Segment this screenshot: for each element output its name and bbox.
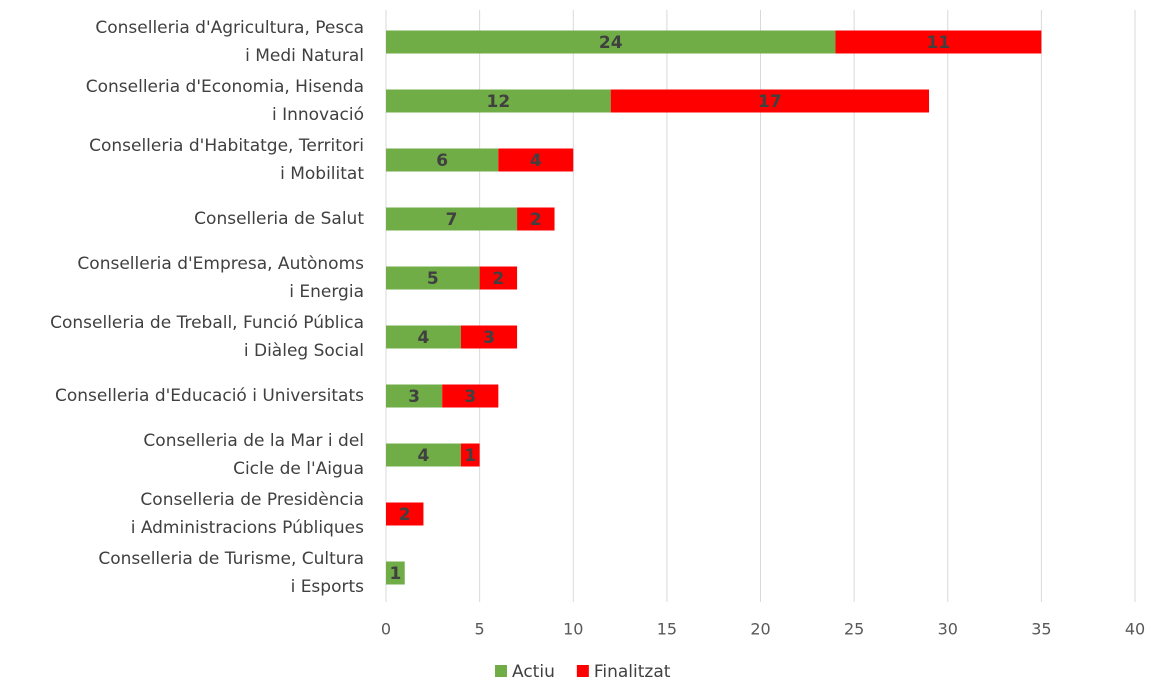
bar-segment: [610, 89, 930, 113]
bar-segment: [386, 561, 405, 585]
data-label: 2: [399, 505, 411, 525]
legend-label: Actiu: [512, 662, 555, 681]
bar-segment: [386, 502, 424, 526]
data-label: 2: [530, 210, 542, 230]
data-label: 4: [418, 446, 430, 466]
bar-segment: [498, 148, 574, 172]
legend-label: Finalitzat: [594, 662, 671, 681]
bar-segment: [835, 30, 1042, 54]
bar-segment: [460, 443, 480, 467]
data-label: 11: [927, 33, 951, 53]
category-label: Conselleria de Salut: [194, 209, 364, 229]
data-label: 24: [599, 33, 623, 53]
data-label: 6: [436, 151, 448, 171]
bar-segment: [479, 266, 518, 290]
x-tick-label: 5: [475, 620, 485, 639]
category-label: Conselleria d'Economia, Hisenda i Innova…: [85, 77, 364, 125]
data-label: 4: [418, 328, 430, 348]
data-label: 3: [464, 387, 476, 407]
data-label: 12: [487, 92, 511, 112]
legend-swatch: [495, 665, 507, 677]
category-label: Conselleria de Turisme, Cultura i Esport…: [98, 549, 364, 597]
x-tick-label: 25: [844, 620, 864, 639]
data-label: 7: [446, 210, 458, 230]
category-label: Conselleria de la Mar i del Cicle de l'A…: [143, 431, 364, 479]
data-label: 2: [492, 269, 504, 289]
data-label: 17: [758, 92, 782, 112]
category-label: Conselleria d'Empresa, Autònoms i Energi…: [77, 254, 364, 302]
data-label: 5: [427, 269, 439, 289]
bar-segment: [386, 266, 480, 290]
bar-segment: [442, 384, 499, 408]
bar-segment: [386, 148, 499, 172]
x-tick-label: 15: [657, 620, 677, 639]
bar-segment: [460, 325, 518, 349]
x-tick-label: 0: [381, 620, 391, 639]
category-label: Conselleria de Presidència i Administrac…: [130, 490, 364, 538]
data-label: 3: [483, 328, 495, 348]
x-tick-label: 10: [563, 620, 583, 639]
data-label: 4: [530, 151, 542, 171]
bar-segment: [386, 443, 461, 467]
category-label: Conselleria d'Habitatge, Territori i Mob…: [89, 136, 364, 184]
bar-segment: [386, 384, 443, 408]
bar-segment: [386, 89, 611, 113]
x-tick-label: 20: [750, 620, 770, 639]
bar-segment: [386, 207, 518, 231]
data-label: 1: [389, 564, 401, 584]
data-label: 1: [464, 446, 476, 466]
legend-swatch: [576, 665, 589, 677]
x-tick-label: 30: [938, 620, 958, 639]
category-label: Conselleria d'Educació i Universitats: [55, 386, 364, 406]
x-tick-label: 35: [1031, 620, 1051, 639]
category-label: Conselleria de Treball, Funció Pública i…: [50, 313, 364, 361]
data-label: 3: [408, 387, 420, 407]
x-tick-label: 40: [1125, 620, 1145, 639]
category-label: Conselleria d'Agricultura, Pesca i Medi …: [95, 18, 364, 66]
bar-segment: [517, 207, 555, 231]
bar-segment: [386, 30, 836, 54]
bar-segment: [386, 325, 461, 349]
